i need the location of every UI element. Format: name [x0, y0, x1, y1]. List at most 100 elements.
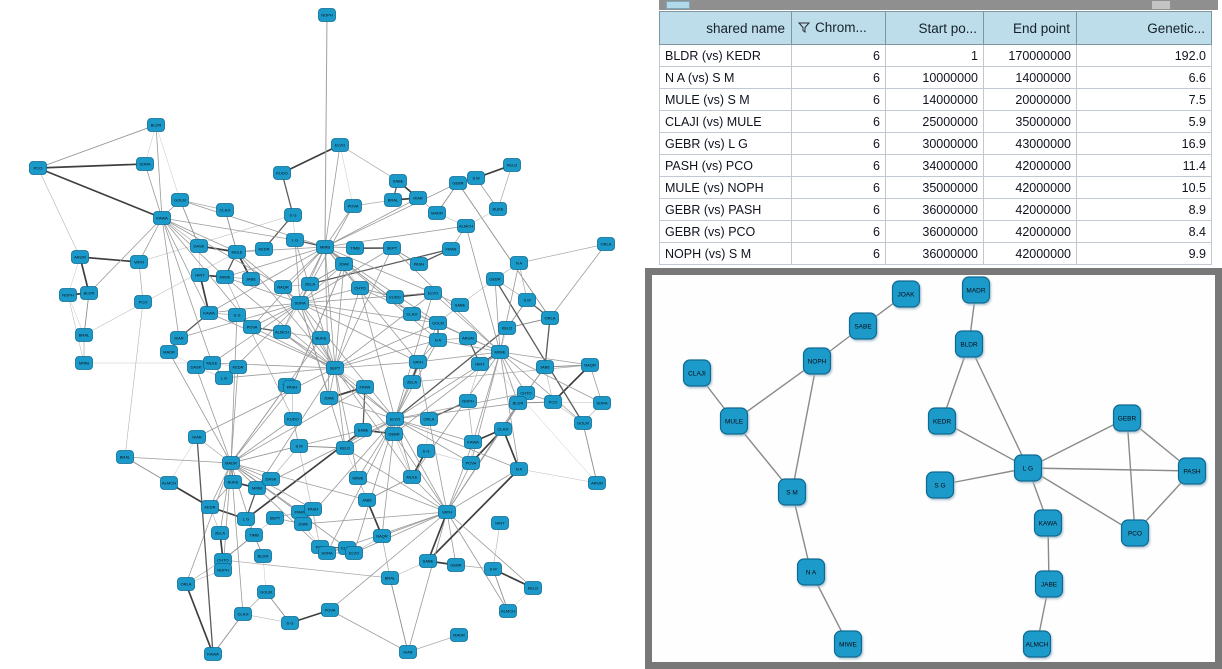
cell[interactable]: 14000000	[983, 66, 1077, 89]
network-node[interactable]: ELVO	[331, 138, 349, 152]
network-edge[interactable]	[309, 248, 452, 285]
network-edge[interactable]	[324, 246, 434, 294]
cell[interactable]: 6.6	[1076, 66, 1212, 89]
cell[interactable]: 8.9	[1076, 198, 1212, 221]
cell[interactable]: 10.5	[1076, 176, 1212, 199]
network-node[interactable]: SABE	[354, 423, 372, 437]
network-node[interactable]: MULE	[228, 245, 246, 259]
network-edge[interactable]	[334, 367, 395, 435]
node-GEBR[interactable]: GEBR	[1112, 404, 1142, 432]
network-edge[interactable]	[195, 366, 232, 464]
network-node[interactable]: JOAK	[294, 517, 312, 531]
network-edge[interactable]	[393, 433, 413, 478]
network-node[interactable]: S M	[518, 293, 536, 307]
network-edge[interactable]	[222, 559, 391, 579]
network-edge[interactable]	[230, 462, 314, 510]
network-node[interactable]: FRAN	[442, 242, 460, 256]
scroll-thumb-right[interactable]	[1152, 1, 1170, 9]
network-node[interactable]: CHTO	[351, 281, 369, 295]
network-node[interactable]: L G	[286, 233, 304, 247]
network-node[interactable]: CLAJI	[494, 422, 512, 436]
cell[interactable]: 6	[791, 132, 886, 155]
network-node[interactable]: GEBR	[385, 427, 403, 441]
network-edge[interactable]	[161, 217, 210, 314]
network-node[interactable]: SORA	[291, 296, 309, 310]
network-node[interactable]: SEPT	[266, 511, 284, 525]
cell[interactable]: 10000000	[885, 66, 984, 89]
table-row[interactable]: GEBR (vs) PASH 6 36000000 42000000 8.9	[659, 198, 1212, 221]
node-MIWE[interactable]: MIWE	[833, 630, 863, 658]
network-edge[interactable]	[334, 322, 439, 369]
network-node[interactable]: ARUM	[71, 250, 89, 264]
network-node[interactable]: PASH	[304, 502, 322, 516]
network-edge[interactable]	[37, 163, 146, 169]
table-row[interactable]: N A (vs) S M 6 10000000 14000000 6.6	[659, 66, 1212, 89]
network-node[interactable]: CLAJI	[216, 203, 234, 217]
network-node[interactable]: GEBR	[486, 272, 504, 286]
network-node[interactable]: KUDO	[273, 166, 291, 180]
cell[interactable]: 6	[791, 176, 886, 199]
node-MADR[interactable]: MADR	[961, 276, 991, 304]
node-CLAJI[interactable]: CLAJI	[682, 359, 712, 387]
network-edge[interactable]	[302, 511, 448, 525]
network-node[interactable]: JABE	[242, 272, 260, 286]
network-node[interactable]: MIWE	[491, 345, 509, 359]
network-node[interactable]: KELD	[498, 321, 516, 335]
network-edge[interactable]	[324, 197, 419, 248]
cell[interactable]: 42000000	[983, 154, 1077, 177]
network-edge[interactable]	[329, 609, 409, 653]
edge-L-G--PCO[interactable]	[1027, 467, 1136, 534]
network-node[interactable]: GOLM	[574, 416, 592, 430]
network-edge[interactable]	[37, 124, 157, 169]
network-node[interactable]: TIMB	[346, 241, 364, 255]
table-row[interactable]: NOPH (vs) S M 6 36000000 42000000 9.9	[659, 242, 1212, 265]
network-node[interactable]: NAQR	[274, 280, 292, 294]
network-node[interactable]: GEBR	[449, 176, 467, 190]
network-node[interactable]: HINT	[471, 357, 489, 371]
table-row[interactable]: BLDR (vs) KEDR 6 1 170000000 192.0	[659, 44, 1212, 67]
network-edge[interactable]	[196, 367, 336, 438]
network-node[interactable]: ELVO	[424, 286, 442, 300]
network-node[interactable]: BUKE	[312, 331, 330, 345]
network-node[interactable]: ZELA	[211, 526, 229, 540]
network-node[interactable]: DASK	[262, 472, 280, 486]
network-edge[interactable]	[161, 217, 238, 253]
network-node[interactable]: NOPH	[459, 394, 477, 408]
network-edge[interactable]	[138, 217, 163, 263]
network-node[interactable]: KELD	[336, 441, 354, 455]
node-BLDR[interactable]: BLDR	[954, 330, 984, 358]
network-node[interactable]: SEPT	[383, 241, 401, 255]
network-node[interactable]: KAWA	[153, 211, 171, 225]
node-L-G[interactable]: L G	[1013, 454, 1043, 482]
network-edge[interactable]	[208, 312, 336, 369]
network-edge[interactable]	[494, 278, 501, 353]
network-edge[interactable]	[161, 217, 180, 339]
network-edge[interactable]	[124, 456, 232, 464]
network-node[interactable]: BLDR	[509, 396, 527, 410]
network-edge[interactable]	[394, 327, 508, 420]
network-edge[interactable]	[328, 397, 396, 420]
network-edge[interactable]	[417, 361, 448, 513]
network-node[interactable]: HINT	[491, 516, 509, 530]
column-header-genetic[interactable]: Genetic...	[1076, 11, 1212, 45]
network-edge[interactable]	[499, 262, 520, 353]
network-node[interactable]: ELVO	[386, 412, 404, 426]
cell[interactable]: 6	[791, 154, 886, 177]
cell[interactable]: 36000000	[885, 198, 984, 221]
network-edge[interactable]	[499, 351, 591, 366]
node-MULE[interactable]: MULE	[719, 407, 749, 435]
network-edge[interactable]	[334, 367, 359, 479]
cell[interactable]: 170000000	[983, 44, 1077, 67]
network-node[interactable]: L G	[215, 371, 233, 385]
network-node[interactable]: KEDR	[201, 500, 219, 514]
network-edge[interactable]	[224, 276, 336, 369]
network-edge[interactable]	[79, 256, 140, 263]
network-edge[interactable]	[334, 361, 419, 369]
node-KAWA[interactable]: KAWA	[1033, 509, 1063, 537]
network-node[interactable]: IKAR	[409, 191, 427, 205]
network-node[interactable]: MADR	[222, 456, 240, 470]
table-row[interactable]: GEBR (vs) L G 6 30000000 43000000 16.9	[659, 132, 1212, 155]
network-edge[interactable]	[394, 418, 520, 470]
network-edge[interactable]	[432, 292, 501, 353]
